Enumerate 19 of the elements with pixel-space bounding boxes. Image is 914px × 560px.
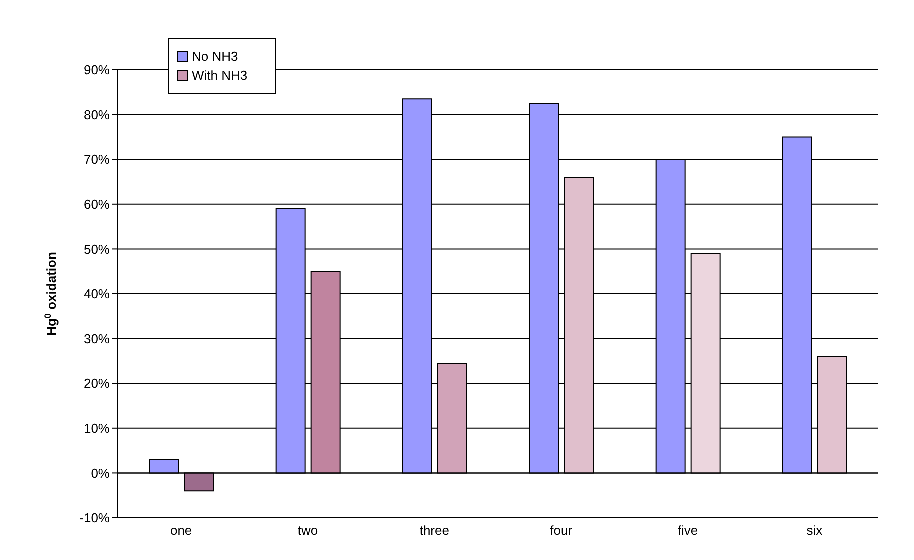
y-tick-label: 0% (91, 466, 110, 481)
y-tick-label: 30% (84, 331, 110, 346)
y-tick-label: 70% (84, 152, 110, 168)
y-tick-label: 10% (84, 421, 110, 436)
legend-label: With NH3 (192, 68, 248, 83)
x-tick-label: four (550, 523, 574, 538)
x-tick-label: three (420, 523, 450, 538)
y-tick-label: 80% (84, 107, 110, 122)
x-tick-label: five (678, 523, 698, 538)
x-tick-label: six (806, 523, 824, 538)
y-tick-label: 50% (84, 242, 110, 257)
legend-label: No NH3 (192, 49, 238, 64)
y-tick-label: 90% (84, 62, 110, 78)
x-tick-label: two (298, 523, 318, 538)
y-tick-label: 20% (84, 376, 110, 392)
y-tick-label: -10% (80, 510, 110, 526)
y-tick-label: 40% (84, 286, 110, 302)
x-tick-label: one (170, 523, 192, 538)
y-tick-label: 60% (84, 197, 110, 212)
